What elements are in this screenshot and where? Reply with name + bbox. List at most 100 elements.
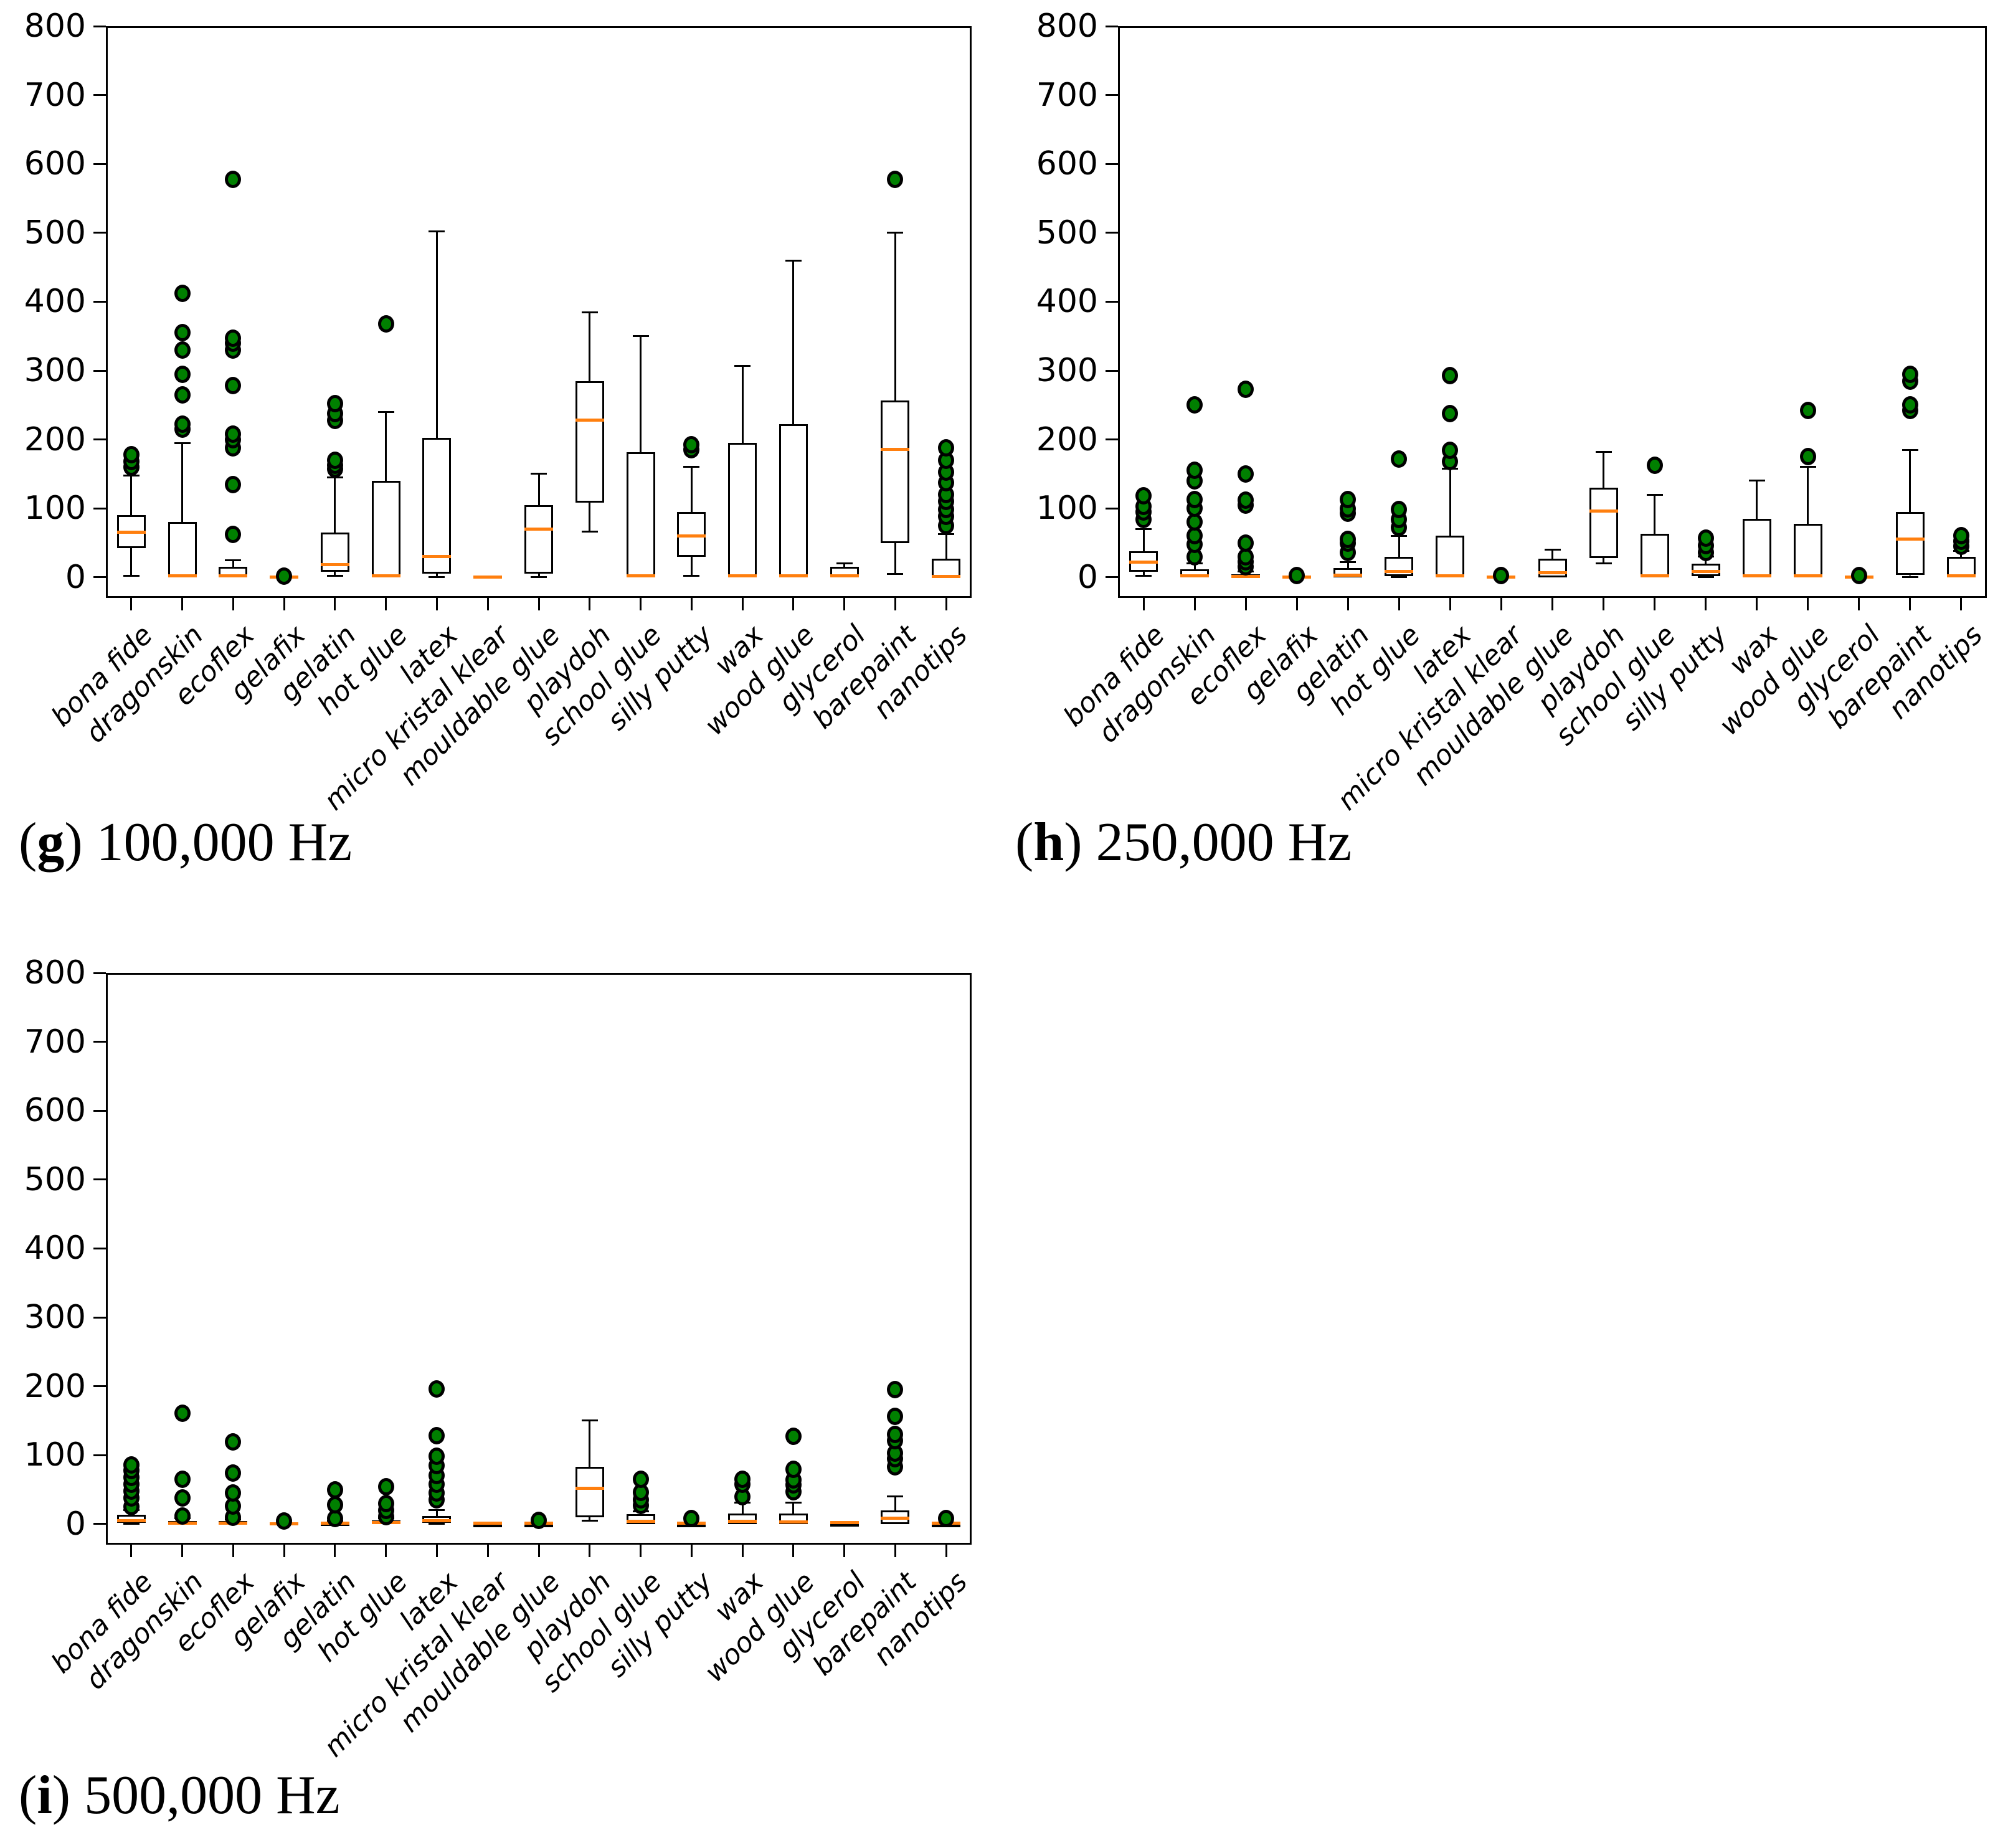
upper-whisker bbox=[843, 563, 846, 567]
median-line bbox=[473, 576, 503, 579]
outlier-dot bbox=[1901, 396, 1918, 414]
boxplot-chart-i: 0 100 200 300 400 500 600 700 800 bona fide dragon… bbox=[24, 954, 973, 1763]
x-tick bbox=[843, 598, 846, 610]
box bbox=[626, 452, 655, 577]
upper-whisker-cap bbox=[1646, 493, 1663, 496]
x-tick bbox=[1603, 598, 1605, 610]
x-tick bbox=[486, 598, 489, 610]
outlier-dot bbox=[377, 1494, 394, 1512]
box bbox=[575, 1467, 604, 1517]
outlier-dot bbox=[174, 415, 191, 434]
lower-whisker bbox=[894, 543, 896, 574]
upper-whisker-cap bbox=[836, 562, 853, 565]
x-tick bbox=[283, 598, 285, 610]
y-tick-label: 0 bbox=[65, 558, 86, 596]
upper-whisker-cap bbox=[683, 466, 700, 468]
y-tick-label: 200 bbox=[24, 420, 86, 458]
x-tick bbox=[1654, 598, 1656, 610]
outlier-dot bbox=[174, 386, 191, 404]
median-line bbox=[1436, 574, 1465, 578]
median-line bbox=[728, 1519, 757, 1523]
x-tick bbox=[232, 598, 234, 610]
y-tick-label: 700 bbox=[1036, 76, 1098, 114]
x-tick bbox=[1347, 598, 1349, 610]
y-tick-label: 800 bbox=[24, 954, 86, 992]
median-line bbox=[1333, 574, 1363, 577]
median-line bbox=[371, 574, 400, 578]
outlier-dot bbox=[429, 1427, 445, 1445]
median-line bbox=[1231, 575, 1261, 579]
y-tick bbox=[1106, 232, 1118, 234]
box bbox=[779, 424, 808, 577]
lower-whisker-cap bbox=[683, 575, 700, 577]
outlier-dot bbox=[887, 1381, 904, 1399]
upper-whisker-cap bbox=[1748, 480, 1765, 482]
box bbox=[1640, 534, 1669, 577]
y-tick bbox=[1106, 25, 1118, 27]
x-tick bbox=[334, 598, 336, 610]
upper-whisker-cap bbox=[531, 473, 547, 475]
x-tick bbox=[741, 1545, 744, 1557]
x-tick bbox=[741, 598, 744, 610]
upper-whisker bbox=[1193, 563, 1196, 569]
x-tick bbox=[843, 1545, 846, 1557]
median-line bbox=[422, 555, 452, 559]
box bbox=[1436, 536, 1465, 577]
outlier-dot bbox=[1186, 462, 1203, 480]
x-tick bbox=[690, 1545, 693, 1557]
upper-whisker bbox=[741, 366, 744, 443]
median-line bbox=[1589, 509, 1618, 513]
x-tick bbox=[538, 598, 540, 610]
upper-whisker-cap bbox=[887, 232, 904, 234]
box bbox=[881, 400, 910, 543]
plot-frame bbox=[106, 26, 972, 598]
caption-letter: h bbox=[1033, 812, 1064, 873]
outlier-dot bbox=[1697, 529, 1714, 547]
lower-whisker bbox=[589, 1517, 591, 1521]
caption-letter: i bbox=[37, 1765, 52, 1826]
caption-h: (h) 250,000 Hz bbox=[1015, 811, 1352, 874]
y-tick-label: 0 bbox=[1077, 558, 1098, 596]
lower-whisker-cap bbox=[429, 576, 445, 579]
upper-whisker bbox=[1807, 467, 1809, 524]
y-tick-label: 800 bbox=[1036, 7, 1098, 45]
upper-whisker-cap bbox=[1901, 448, 1918, 451]
upper-whisker bbox=[690, 467, 693, 512]
outlier-dot bbox=[887, 170, 904, 188]
outlier-dot bbox=[1646, 456, 1663, 474]
median-line bbox=[830, 1521, 859, 1525]
median-line bbox=[626, 574, 655, 578]
upper-whisker bbox=[589, 312, 591, 381]
lower-whisker bbox=[435, 574, 438, 577]
box bbox=[168, 522, 197, 577]
y-tick bbox=[1106, 300, 1118, 303]
median-line bbox=[1385, 570, 1414, 574]
box bbox=[1895, 511, 1925, 576]
outlier-dot bbox=[683, 436, 700, 454]
outlier-dot bbox=[276, 567, 293, 585]
upper-whisker bbox=[894, 1496, 896, 1510]
y-tick-label: 300 bbox=[24, 1299, 86, 1336]
caption-text: 500,000 Hz bbox=[84, 1765, 340, 1826]
upper-whisker bbox=[334, 477, 336, 533]
x-tick bbox=[1551, 598, 1553, 610]
outlier-dot bbox=[887, 1426, 904, 1444]
x-tick bbox=[945, 598, 947, 610]
x-tick bbox=[181, 1545, 184, 1557]
lower-whisker-cap bbox=[123, 575, 140, 577]
outlier-dot bbox=[225, 425, 242, 443]
outlier-dot bbox=[785, 1461, 802, 1479]
lower-whisker bbox=[538, 574, 540, 577]
lower-whisker bbox=[130, 548, 133, 576]
box bbox=[728, 443, 757, 577]
lower-whisker-cap bbox=[887, 572, 904, 575]
box bbox=[422, 438, 452, 574]
x-tick bbox=[130, 598, 133, 610]
box bbox=[575, 381, 604, 503]
outlier-dot bbox=[1442, 404, 1459, 422]
outlier-dot bbox=[1391, 501, 1408, 519]
upper-whisker bbox=[640, 336, 642, 452]
y-tick-label: 0 bbox=[65, 1505, 86, 1543]
median-line bbox=[168, 574, 197, 578]
x-tick bbox=[1295, 598, 1298, 610]
